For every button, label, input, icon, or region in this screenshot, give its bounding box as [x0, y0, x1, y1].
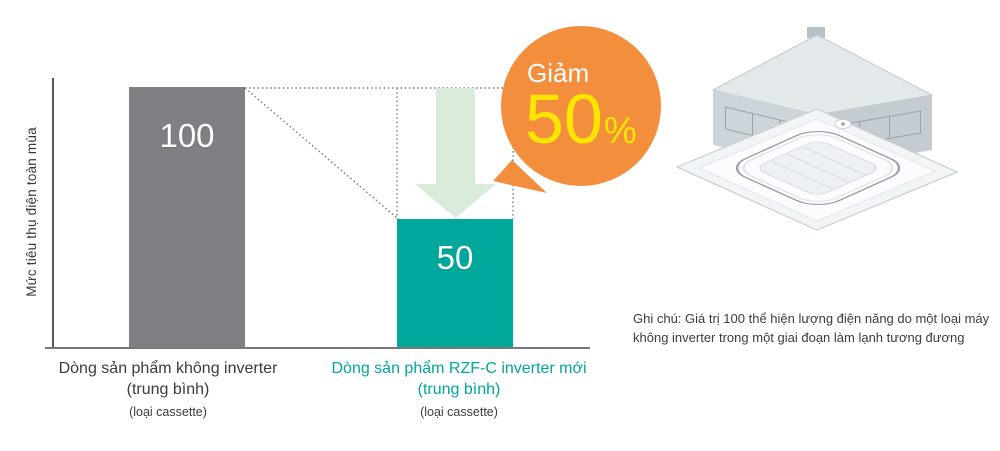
ac-panel-face — [697, 118, 937, 222]
badge-value: 50 — [525, 80, 603, 158]
ceiling-cassette-ac-image — [675, 27, 959, 231]
ac-sensor — [834, 119, 852, 129]
category-type: (loại cassette) — [129, 405, 207, 419]
ac-left-vent-grille — [725, 106, 808, 150]
category-type: (loại cassette) — [420, 405, 498, 419]
y-axis-line — [52, 78, 54, 349]
ac-housing-left-face — [713, 90, 817, 170]
ac-hanger-bracket — [807, 27, 825, 38]
bubble-tail — [493, 160, 547, 193]
footnote: Ghi chú: Giá trị 100 thể hiện lượng điện… — [633, 309, 1000, 347]
bar-value-inverter: 50 — [436, 239, 474, 276]
y-axis-label: Mức tiêu thụ điện toàn mùa — [24, 127, 39, 297]
x-axis-line — [45, 347, 590, 349]
bar-value-non-inverter: 100 — [159, 117, 215, 154]
badge-percent-sign: % — [603, 110, 637, 151]
ac-housing-right-face — [817, 95, 932, 170]
footnote-line-1: Ghi chú: Giá trị 100 thể hiện lượng điện… — [633, 311, 990, 326]
ac-housing-top — [711, 34, 934, 116]
ac-suction-grille — [759, 141, 877, 195]
category-name: Dòng sản phẩm không inverter — [58, 360, 278, 377]
badge-label: Giảm — [527, 58, 590, 88]
bar-inverter: 50 — [397, 219, 513, 347]
ac-right-vent-grille — [828, 110, 921, 150]
footnote-line-2: không inverter trong một giai đoạn làm l… — [633, 330, 965, 345]
bar-non-inverter: 100 — [129, 87, 245, 347]
down-arrow-icon — [415, 88, 496, 218]
category-label-inverter: Dòng sản phẩm RZF-C inverter mới (trung … — [294, 358, 624, 422]
category-sub: (trung bình) — [417, 381, 501, 398]
ac-panel-flange — [675, 108, 959, 231]
category-name: Dòng sản phẩm RZF-C inverter mới — [331, 360, 587, 377]
ac-grille-slats — [770, 146, 866, 190]
dotted-guide-lines — [244, 87, 514, 219]
ac-outlet-ring — [735, 131, 901, 205]
category-sub: (trung bình) — [126, 381, 210, 398]
badge-value-group: 50 % — [525, 80, 637, 158]
category-label-non-inverter: Dòng sản phẩm không inverter (trung bình… — [8, 358, 328, 422]
